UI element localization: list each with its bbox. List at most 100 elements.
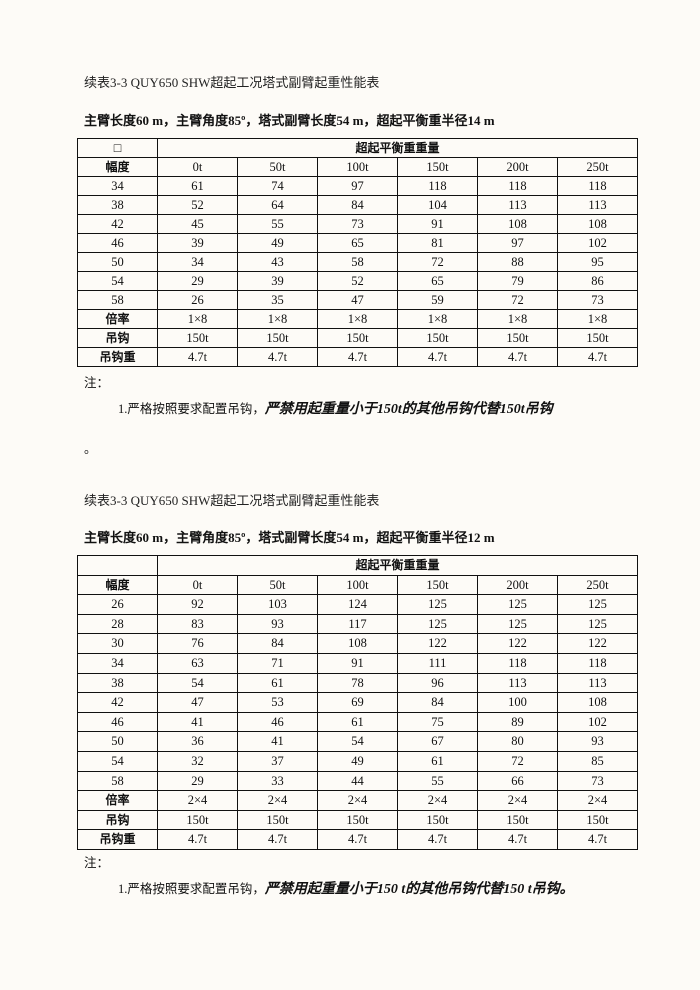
value-cell: 34 (157, 252, 238, 272)
value-cell: 1×8 (237, 309, 318, 329)
table-row: 28 83 93 117 125 125 125 (77, 613, 638, 635)
table-title-2: 续表3-3 QUY650 SHW超起工况塔式副臂起重性能表 (84, 493, 380, 508)
value-cell: 4.7t (397, 829, 478, 850)
value-cell: 80 (477, 731, 558, 752)
value-cell: 4.7t (557, 829, 638, 850)
value-cell: 61 (317, 711, 398, 733)
radius-cell: 58 (77, 770, 158, 792)
radius-cell: 吊钩 (77, 809, 158, 831)
table-row: 38 52 64 84 104 113 113 (77, 195, 638, 215)
value-cell: 91 (397, 214, 478, 234)
radius-cell: 50 (77, 731, 158, 752)
value-cell: 76 (157, 633, 238, 654)
value-cell: 84 (397, 692, 478, 713)
value-cell: 39 (157, 233, 238, 253)
value-cell: 89 (477, 711, 558, 733)
column-header: 0t (157, 574, 238, 596)
value-cell: 52 (157, 195, 238, 215)
value-cell: 122 (557, 633, 638, 654)
value-cell: 32 (157, 750, 238, 772)
value-cell: 29 (157, 271, 238, 291)
value-cell: 102 (557, 711, 638, 733)
table-row: 54 32 37 49 61 72 85 (77, 750, 638, 772)
value-cell: 73 (557, 770, 638, 792)
value-cell: 4.7t (237, 829, 318, 850)
value-cell: 125 (477, 613, 558, 635)
radius-cell: 吊钩重 (77, 829, 158, 850)
value-cell: 111 (397, 652, 478, 674)
value-cell: 74 (237, 176, 318, 196)
value-cell: 122 (397, 633, 478, 654)
column-header: 150t (397, 157, 478, 177)
value-cell: 1×8 (557, 309, 638, 329)
table-row: 38 54 61 78 96 113 113 (77, 672, 638, 694)
radius-cell: 38 (77, 672, 158, 694)
value-cell: 150t (237, 809, 318, 831)
value-cell: 47 (317, 290, 398, 310)
value-cell: 150t (157, 809, 238, 831)
column-header-row: 幅度 0t 50t 100t 150t 200t 250t (77, 574, 638, 596)
value-cell: 103 (237, 594, 318, 615)
value-cell: 78 (317, 672, 398, 694)
radius-cell: 46 (77, 711, 158, 733)
value-cell: 37 (237, 750, 318, 772)
value-cell: 95 (557, 252, 638, 272)
value-cell: 49 (237, 233, 318, 253)
value-cell: 29 (157, 770, 238, 792)
radius-cell: 28 (77, 613, 158, 635)
value-cell: 2×4 (477, 790, 558, 811)
column-header-row: 幅度 0t 50t 100t 150t 200t 250t (77, 157, 638, 177)
table-row: 吊钩重 4.7t 4.7t 4.7t 4.7t 4.7t 4.7t (77, 829, 638, 850)
value-cell: 66 (477, 770, 558, 792)
value-cell: 45 (157, 214, 238, 234)
value-cell: 58 (317, 252, 398, 272)
column-header: 0t (157, 157, 238, 177)
value-cell: 81 (397, 233, 478, 253)
value-cell: 65 (317, 233, 398, 253)
value-cell: 113 (557, 195, 638, 215)
value-cell: 2×4 (237, 790, 318, 811)
value-cell: 72 (397, 252, 478, 272)
value-cell: 96 (397, 672, 478, 694)
value-cell: 118 (477, 176, 558, 196)
table-row: 26 92 103 124 125 125 125 (77, 594, 638, 615)
value-cell: 150t (317, 809, 398, 831)
value-cell: 2×4 (557, 790, 638, 811)
value-cell: 64 (237, 195, 318, 215)
value-cell: 72 (477, 750, 558, 772)
table-row: 42 45 55 73 91 108 108 (77, 214, 638, 234)
value-cell: 44 (317, 770, 398, 792)
value-cell: 125 (477, 594, 558, 615)
value-cell: 36 (157, 731, 238, 752)
value-cell: 150t (477, 809, 558, 831)
value-cell: 150t (157, 328, 238, 348)
value-cell: 108 (477, 214, 558, 234)
value-cell: 55 (237, 214, 318, 234)
column-header: 50t (237, 574, 318, 596)
note-1: 1.严格按照要求配置吊钩，严禁用起重量小于150t的其他吊钩代替150t吊钩 (118, 398, 553, 418)
value-cell: 150t (397, 809, 478, 831)
value-cell: 150t (237, 328, 318, 348)
note-emphasis: 严禁用起重量小于150 t的其他吊钩代替150 t吊钩。 (264, 882, 574, 897)
table-row: 34 63 71 91 111 118 118 (77, 652, 638, 674)
table-row: 34 61 74 97 118 118 118 (77, 176, 638, 196)
row-header: 幅度 (77, 157, 158, 177)
value-cell: 73 (557, 290, 638, 310)
note-text: 1.严格按照要求配置吊钩， (118, 402, 265, 416)
radius-cell: 26 (77, 594, 158, 615)
value-cell: 72 (477, 290, 558, 310)
group-header: 超起平衡重重量 (157, 555, 638, 576)
value-cell: 4.7t (317, 829, 398, 850)
corner-cell: □ (77, 138, 158, 158)
table-row: 倍率 1×8 1×8 1×8 1×8 1×8 1×8 (77, 309, 638, 329)
table-row: 吊钩 150t 150t 150t 150t 150t 150t (77, 809, 638, 831)
value-cell: 108 (557, 692, 638, 713)
value-cell: 118 (477, 652, 558, 674)
note-label-2: 注： (84, 856, 110, 870)
column-header: 150t (397, 574, 478, 596)
radius-cell: 50 (77, 252, 158, 272)
value-cell: 71 (237, 652, 318, 674)
value-cell: 33 (237, 770, 318, 792)
value-cell: 125 (557, 594, 638, 615)
radius-cell: 吊钩 (77, 328, 158, 348)
